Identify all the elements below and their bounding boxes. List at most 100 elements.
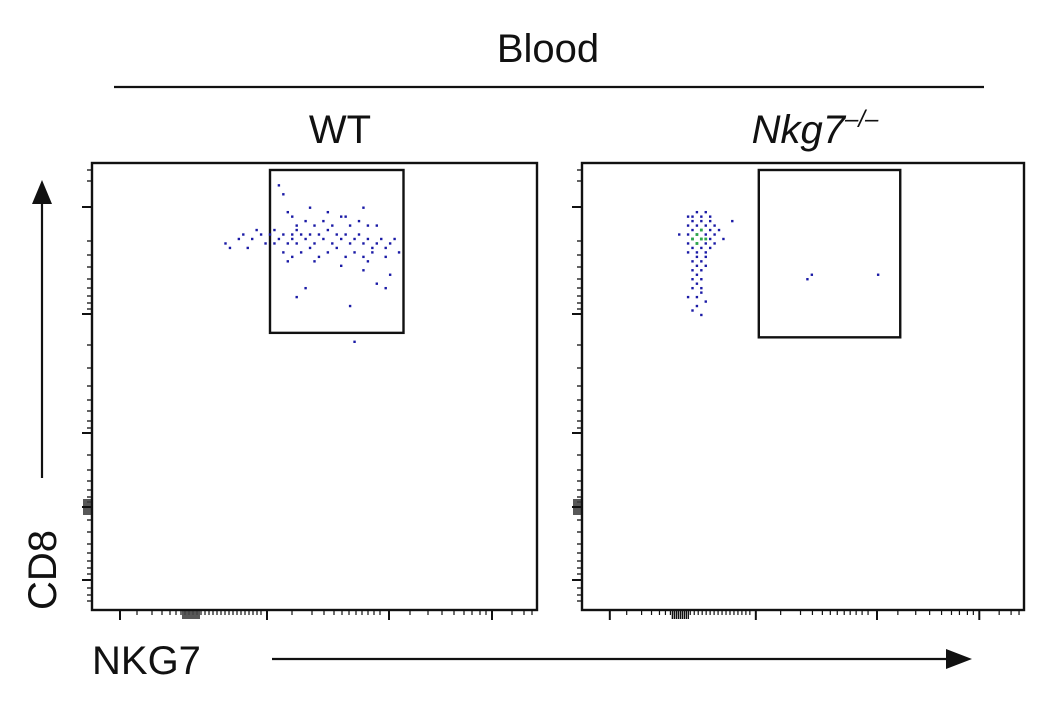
data-point [375,224,378,227]
data-point [353,340,356,343]
data-point [326,210,330,214]
data-point [291,255,294,259]
data-point [708,215,712,218]
data-point [695,210,699,214]
plot-frame [580,161,1026,612]
gate-box[interactable] [757,168,902,339]
data-point [282,251,285,254]
data-point [806,278,809,281]
data-point [295,242,298,245]
data-point [242,233,245,236]
data-point [348,304,352,308]
data-point [384,246,387,250]
data-point [700,269,703,272]
data-point [331,242,334,245]
plot-panel-wt [82,161,539,620]
panel-title-ko-gene: Nkg7 [752,108,847,152]
data-point [686,251,690,254]
data-point [348,242,352,245]
data-point [678,233,681,236]
data-point [304,237,307,241]
data-point [713,242,716,245]
data-point [695,255,699,259]
data-point [691,246,694,250]
data-point [691,260,694,263]
data-point [686,295,690,299]
data-point [286,242,289,245]
data-point [371,251,374,254]
x-axis-label: NKG7 [92,639,201,683]
data-point [686,242,690,245]
data-point [810,273,814,276]
data-point [304,219,307,223]
data-point [388,242,392,245]
data-point [362,242,365,245]
data-point [308,206,312,209]
data-point [393,237,396,241]
data-point [295,224,298,227]
data-point [700,246,703,250]
data-point [317,233,321,236]
data-point [691,269,694,272]
data-point [691,228,694,232]
data-point [700,219,703,223]
data-point [876,273,880,276]
data-point [357,233,361,236]
data-point [695,304,699,308]
data-point [299,233,303,236]
data-point [700,286,703,290]
data-point [380,237,383,241]
data-point [691,309,694,312]
data-point [366,237,370,241]
data-point [326,251,330,254]
data-point [313,260,316,263]
data-point [375,242,378,245]
data-point [686,215,690,218]
data-point [340,264,343,268]
data-point [348,224,352,227]
data-point [291,237,294,241]
data-point [322,237,325,241]
data-point [695,282,699,285]
data-point [366,260,370,263]
data-point [362,255,365,259]
data-point [282,233,285,236]
data-point [246,246,249,250]
data-point [700,291,703,294]
data-point [695,295,699,299]
x-axis-arrowhead [946,649,972,669]
data-point [224,242,227,245]
data-point [686,233,690,236]
data-point [340,237,343,241]
density-point [695,242,699,245]
data-point [286,260,289,263]
data-point [313,242,316,245]
group-label: Blood [497,27,599,71]
data-point [704,224,707,227]
data-point [313,224,316,227]
data-point [344,255,347,259]
data-point [691,278,694,281]
data-point [708,246,712,250]
data-point [295,295,298,299]
data-point [308,233,312,236]
data-point [695,264,699,268]
data-point [251,237,254,241]
data-point [308,246,312,250]
data-point [700,278,703,281]
data-point [357,219,361,223]
data-point [228,246,232,250]
density-point [704,237,708,241]
data-point [277,237,281,241]
data-point [362,269,365,272]
data-point [375,282,378,285]
data-point [704,210,707,214]
data-point [362,206,365,209]
data-point [691,286,694,290]
gate-box[interactable] [268,168,405,335]
data-point [397,251,401,254]
data-point [353,251,356,254]
y-axis-arrowhead [32,180,52,204]
data-point [322,219,325,223]
data-point [237,237,241,241]
